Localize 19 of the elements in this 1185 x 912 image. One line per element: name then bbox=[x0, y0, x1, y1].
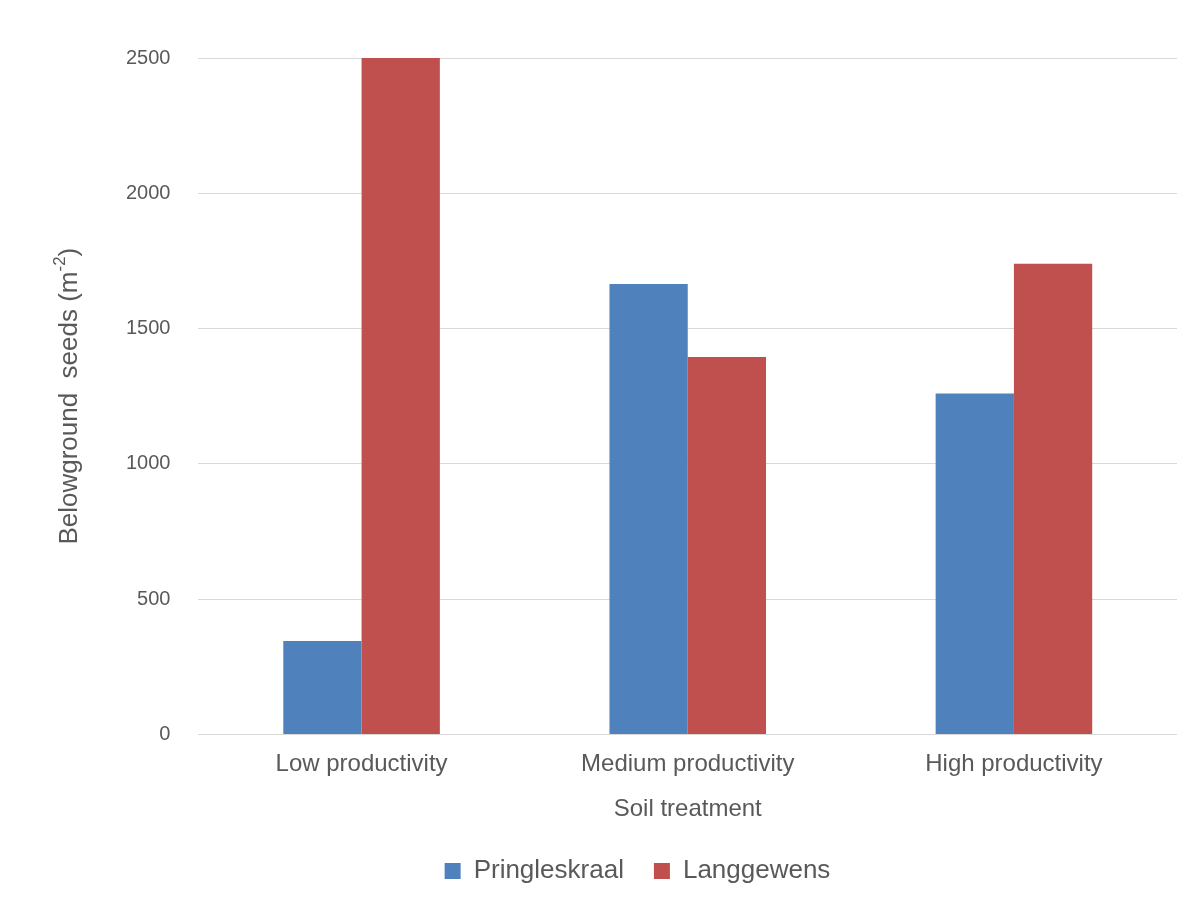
y-tick-label: 1500 bbox=[125, 316, 171, 339]
bar bbox=[687, 356, 767, 734]
y-tick-label: 1000 bbox=[125, 451, 171, 474]
legend-label: Pringleskraal bbox=[473, 854, 624, 885]
x-tick-label: Medium productivity bbox=[581, 749, 795, 777]
x-tick-label: Low productivity bbox=[275, 749, 448, 777]
y-tick-label: 0 bbox=[159, 721, 171, 744]
bar bbox=[283, 641, 362, 734]
y-tick-label: 2500 bbox=[125, 45, 171, 68]
bar bbox=[935, 393, 1014, 734]
bar bbox=[609, 283, 688, 734]
y-tick-label: 2000 bbox=[125, 180, 171, 203]
legend-label: Langgewens bbox=[682, 854, 831, 885]
x-axis-title: Soil treatment bbox=[613, 794, 763, 822]
y-axis-title: Belowground seeds (m-2) bbox=[49, 247, 84, 545]
y-tick-label: 500 bbox=[137, 586, 171, 609]
bar bbox=[1013, 263, 1093, 734]
x-tick-label: High productivity bbox=[925, 749, 1103, 777]
bar bbox=[361, 58, 440, 734]
